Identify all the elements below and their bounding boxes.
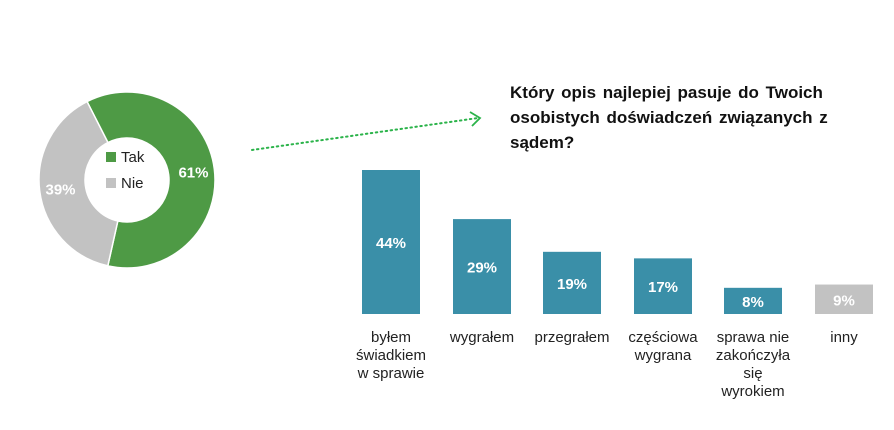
category-label: wygrałem xyxy=(449,329,514,346)
bar xyxy=(634,258,692,314)
bar xyxy=(724,287,782,314)
category-label: sprawa nie xyxy=(717,329,790,346)
legend-entry: Tak xyxy=(121,149,145,166)
category-label: wyrokiem xyxy=(720,383,784,400)
bar xyxy=(815,284,873,314)
bar-value-label: 8% xyxy=(742,294,764,311)
legend-entry: Nie xyxy=(121,175,144,192)
title-line: sądem? xyxy=(510,133,575,152)
category-label: inny xyxy=(830,329,858,346)
connector-arrowhead xyxy=(469,111,482,127)
title-line: osobistych doświadczeń związanych z xyxy=(510,108,828,127)
category-label: w sprawie xyxy=(357,365,425,382)
donut-slice xyxy=(86,91,216,269)
donut-slice xyxy=(38,100,119,267)
bar xyxy=(362,170,420,314)
bar xyxy=(543,251,601,314)
bar-value-label: 19% xyxy=(557,276,587,293)
category-label: się xyxy=(743,365,762,382)
title-line: Który opis najlepiej pasuje do Twoich xyxy=(510,83,823,102)
category-label: przegrałem xyxy=(534,329,609,346)
legend-swatch xyxy=(106,178,116,188)
bar-value-label: 44% xyxy=(376,235,406,252)
connector-line xyxy=(251,117,479,151)
category-label: wygrana xyxy=(634,347,692,364)
slice-label: 61% xyxy=(178,165,208,182)
bar-value-label: 29% xyxy=(467,260,497,277)
category-label: częściowa xyxy=(628,329,698,346)
bar-value-label: 9% xyxy=(833,292,855,309)
slice-label: 39% xyxy=(46,181,76,198)
legend-swatch xyxy=(106,152,116,162)
bar-chart-title: Który opis najlepiej pasuje do Twoich os… xyxy=(510,80,870,155)
category-label: byłem xyxy=(371,329,411,346)
bar-value-label: 17% xyxy=(648,279,678,296)
bar xyxy=(453,219,511,314)
category-label: zakończyła xyxy=(716,347,791,364)
category-label: świadkiem xyxy=(356,347,426,364)
